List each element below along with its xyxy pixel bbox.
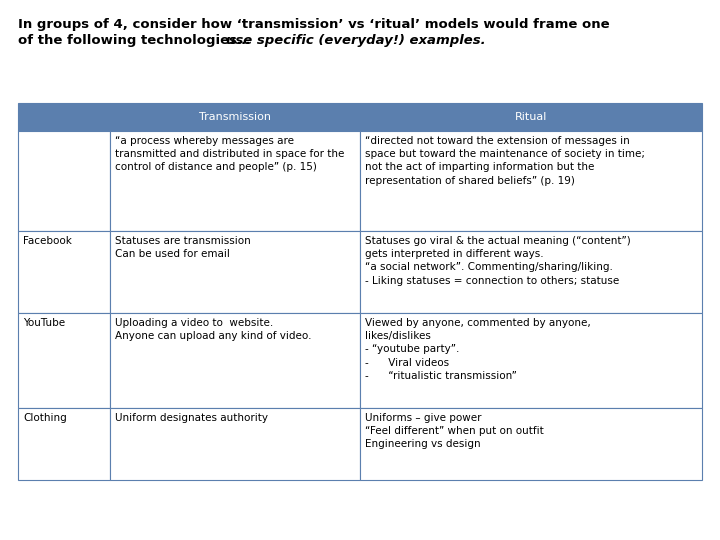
Text: Uploading a video to  website.
Anyone can upload any kind of video.: Uploading a video to website. Anyone can… bbox=[115, 318, 312, 341]
Text: use specific (everyday!) examples.: use specific (everyday!) examples. bbox=[226, 34, 485, 47]
Bar bbox=[18, 231, 110, 313]
Bar bbox=[18, 313, 110, 408]
Text: Uniform designates authority: Uniform designates authority bbox=[115, 413, 269, 423]
Text: YouTube: YouTube bbox=[23, 318, 65, 328]
Text: Transmission: Transmission bbox=[199, 112, 271, 122]
Bar bbox=[360, 131, 702, 231]
Text: Uniforms – give power
“Feel different” when put on outfit
Engineering vs design: Uniforms – give power “Feel different” w… bbox=[365, 413, 544, 449]
Text: Statuses go viral & the actual meaning (“content”)
gets interpreted in different: Statuses go viral & the actual meaning (… bbox=[365, 236, 631, 286]
Bar bbox=[110, 313, 360, 408]
Bar bbox=[110, 131, 360, 231]
Text: Clothing: Clothing bbox=[23, 413, 67, 423]
Bar bbox=[360, 231, 702, 313]
Text: “directed not toward the extension of messages in
space but toward the maintenan: “directed not toward the extension of me… bbox=[365, 136, 645, 186]
Text: Facebook: Facebook bbox=[23, 236, 72, 246]
Bar bbox=[18, 408, 110, 480]
Text: Viewed by anyone, commented by anyone,
likes/dislikes
- “youtube party”.
-      : Viewed by anyone, commented by anyone, l… bbox=[365, 318, 590, 381]
Text: Ritual: Ritual bbox=[515, 112, 547, 122]
Text: of the following technologies…: of the following technologies… bbox=[18, 34, 255, 47]
Bar bbox=[360, 103, 702, 131]
Bar bbox=[18, 103, 110, 131]
Bar bbox=[110, 408, 360, 480]
Bar bbox=[110, 231, 360, 313]
Text: “a process whereby messages are
transmitted and distributed in space for the
con: “a process whereby messages are transmit… bbox=[115, 136, 345, 172]
Text: In groups of 4, consider how ‘transmission’ vs ‘ritual’ models would frame one: In groups of 4, consider how ‘transmissi… bbox=[18, 18, 610, 31]
Text: Statuses are transmission
Can be used for email: Statuses are transmission Can be used fo… bbox=[115, 236, 251, 259]
Bar bbox=[360, 313, 702, 408]
Bar bbox=[18, 131, 110, 231]
Bar bbox=[110, 103, 360, 131]
Bar bbox=[360, 408, 702, 480]
